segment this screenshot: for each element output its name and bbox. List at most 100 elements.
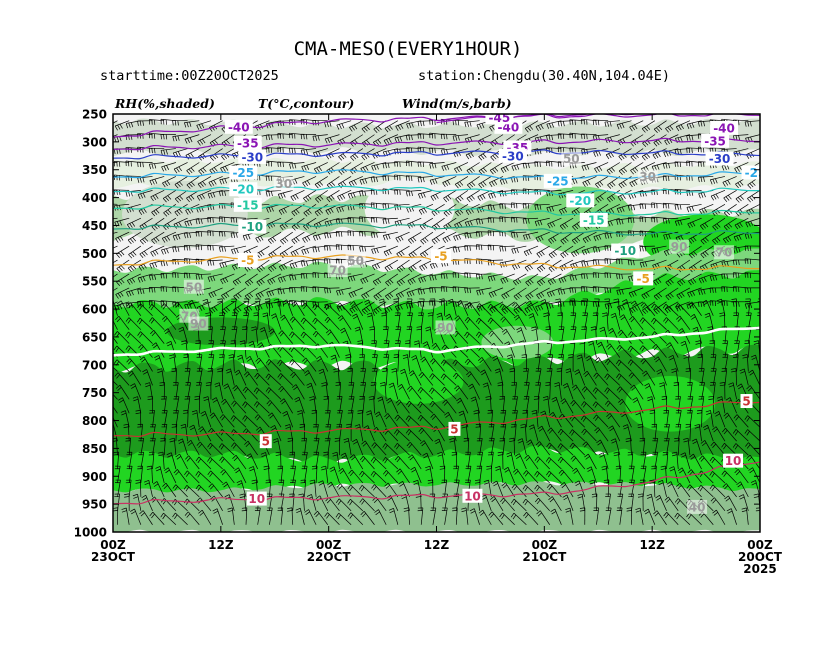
wind-barb xyxy=(207,273,223,282)
wind-barb xyxy=(453,231,469,242)
wind-barb xyxy=(677,328,691,344)
wind-barb xyxy=(558,469,574,484)
wind-barb xyxy=(326,190,340,203)
wind-barb xyxy=(548,245,562,259)
wind-barb xyxy=(534,203,550,211)
wind-barb xyxy=(546,203,562,213)
chart-title: CMA-MESO(EVERY1HOUR) xyxy=(294,38,523,60)
wind-barb xyxy=(466,176,480,189)
wind-barb xyxy=(500,273,515,284)
wind-barb xyxy=(616,344,632,358)
temperature-label: -15 xyxy=(233,197,262,212)
wind-barb xyxy=(524,454,539,470)
y-tick-label: 950 xyxy=(82,498,107,512)
wind-barb xyxy=(665,287,679,301)
wind-barb xyxy=(158,451,165,470)
wind-barb xyxy=(370,202,387,209)
wind-barb xyxy=(382,162,398,169)
wind-barb xyxy=(721,470,737,484)
wind-barb xyxy=(757,298,760,316)
wind-barb xyxy=(452,272,468,279)
wind-barb xyxy=(689,453,702,470)
wind-barb xyxy=(604,272,620,279)
wind-barb xyxy=(487,230,504,237)
wind-barb xyxy=(185,455,200,470)
wind-barb xyxy=(253,387,270,400)
wind-barb xyxy=(312,330,329,344)
wind-barb xyxy=(161,245,176,255)
wind-barb xyxy=(268,412,282,428)
wind-barb xyxy=(405,175,422,181)
wind-barb xyxy=(616,386,632,400)
rh-label: 70 xyxy=(327,263,348,278)
wind-barb xyxy=(394,203,410,211)
wind-barb xyxy=(499,437,506,456)
wind-barb xyxy=(277,301,293,307)
y-tick-label: 850 xyxy=(82,442,107,456)
wind-barb xyxy=(602,312,609,330)
wind-barb xyxy=(464,331,480,344)
wind-barb xyxy=(172,259,188,265)
wind-barb xyxy=(348,469,364,484)
temperature-label: -5 xyxy=(633,271,654,286)
wind-barb xyxy=(582,176,597,187)
wind-barb xyxy=(166,452,177,470)
wind-barb xyxy=(313,510,329,525)
wind-barb xyxy=(546,160,562,167)
x-tick-label: 12Z xyxy=(208,538,234,552)
wind-barb xyxy=(569,273,585,281)
temperature-label: -35 xyxy=(701,133,730,148)
rh-label: 70 xyxy=(714,245,735,260)
wind-barb xyxy=(384,482,399,498)
wind-barb xyxy=(653,120,667,134)
wind-barb xyxy=(149,511,165,525)
wind-barb xyxy=(656,369,667,386)
wind-barb xyxy=(697,176,714,183)
wind-barb xyxy=(697,146,714,153)
wind-barb xyxy=(121,507,130,525)
wind-barb xyxy=(454,162,469,174)
wind-barb xyxy=(733,272,749,279)
wind-barb xyxy=(291,384,305,400)
wind-barb xyxy=(203,396,212,414)
wind-barb xyxy=(132,493,142,511)
wind-barb xyxy=(125,317,142,330)
wind-barb xyxy=(359,176,375,185)
wind-barb xyxy=(266,400,282,414)
wind-barb xyxy=(220,469,235,484)
wind-barb xyxy=(616,217,632,225)
wind-barb xyxy=(265,147,282,153)
wind-barb xyxy=(405,190,422,197)
wind-barb xyxy=(696,409,703,428)
wind-barb xyxy=(259,327,270,344)
wind-barb xyxy=(420,245,434,259)
wind-barb xyxy=(300,133,317,140)
wind-barb xyxy=(302,231,317,243)
wind-barb xyxy=(324,245,340,251)
wind-barb xyxy=(606,343,621,358)
wind-barb xyxy=(663,317,679,330)
wind-barb xyxy=(306,382,317,400)
wind-barb xyxy=(113,245,118,249)
wind-barb xyxy=(116,245,130,258)
wind-barb xyxy=(454,203,469,217)
wind-barb xyxy=(522,484,539,498)
wind-barb xyxy=(268,259,282,273)
wind-barb xyxy=(137,331,153,344)
wind-barb xyxy=(535,120,550,131)
wind-barb xyxy=(370,471,387,484)
wind-barb xyxy=(709,484,726,498)
wind-barb xyxy=(499,216,515,223)
wind-barb xyxy=(144,479,153,497)
wind-barb xyxy=(336,302,352,316)
temperature-label: -10 xyxy=(611,243,640,258)
wind-barb xyxy=(466,162,480,175)
wind-barb xyxy=(264,298,271,316)
wind-barb xyxy=(669,466,679,484)
wind-barb xyxy=(604,400,621,414)
wind-barb xyxy=(604,287,620,294)
wind-barb xyxy=(593,372,609,386)
wind-barb xyxy=(118,397,130,414)
wind-barb xyxy=(616,373,632,386)
